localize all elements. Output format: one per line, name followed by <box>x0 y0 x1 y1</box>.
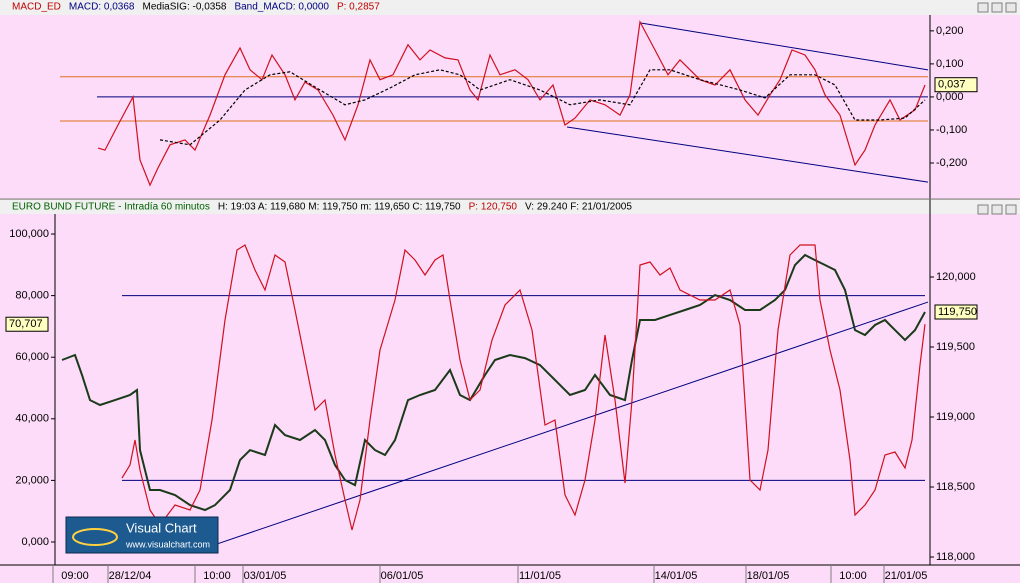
series-line <box>97 19 926 187</box>
window-buttons <box>977 2 1017 215</box>
header-text: MACD: 0,0368 <box>69 2 135 13</box>
value-marker: 119,750 <box>934 304 978 320</box>
marker-label: 70,707 <box>9 318 43 330</box>
header-text: MediaSIG: -0,0358 <box>143 2 227 13</box>
header-text: MACD_ED <box>12 2 61 13</box>
y-tick-label: -0,100 <box>936 124 967 136</box>
x-tick-label: 10:00 <box>839 570 867 582</box>
value-marker: 70,707 <box>5 316 49 332</box>
header-text: V: 29.240 F: 21/01/2005 <box>525 202 632 213</box>
x-tick-label: 11/01/05 <box>519 570 561 582</box>
x-tick-label: 21/01/05 <box>885 570 928 582</box>
y-tick-label: 80,000 <box>15 290 49 302</box>
header-text: EURO BUND FUTURE - Intradía 60 minutos <box>12 202 210 213</box>
series-line <box>121 244 926 531</box>
y2-tick-label: 118,500 <box>936 481 975 493</box>
y-tick-label: 20,000 <box>15 474 49 486</box>
y-tick-label: 60,000 <box>15 351 49 363</box>
y-tick-label: -0,200 <box>936 157 967 169</box>
maximize-button[interactable] <box>991 2 1003 13</box>
header-text: P: 0,2857 <box>337 2 380 13</box>
trend-line <box>639 22 929 71</box>
y-tick-label: 0,000 <box>21 536 49 548</box>
y2-tick-label: 118,000 <box>936 551 975 563</box>
y-tick-label: 0,100 <box>936 58 964 70</box>
x-tick-label: 09:00 <box>61 570 89 582</box>
minimize-button[interactable] <box>977 204 989 215</box>
trend-line <box>566 126 929 183</box>
header-bar <box>0 200 1020 214</box>
marker-label: 119,750 <box>938 306 977 318</box>
x-tick-label: 06/01/05 <box>381 570 424 582</box>
header-text: H: 19:03 A: 119,680 M: 119,750 m: 119,65… <box>218 202 461 213</box>
x-tick-label: 10:00 <box>203 570 231 582</box>
y2-tick-label: 119,500 <box>936 341 975 353</box>
panel-bg <box>0 15 1020 199</box>
y-tick-label: 100,000 <box>9 228 49 240</box>
x-axis-bg <box>0 565 1020 583</box>
header-bar <box>0 0 1020 15</box>
maximize-button[interactable] <box>991 204 1003 215</box>
watermark: Visual Chart www.visualchart.com <box>65 516 219 554</box>
x-tick-label: 03/01/05 <box>244 570 287 582</box>
y2-tick-label: 120,000 <box>936 271 976 283</box>
watermark-title: Visual Chart <box>126 520 197 535</box>
marker-box <box>934 304 978 320</box>
marker-box <box>934 77 978 93</box>
x-tick-label: 28/12/04 <box>109 570 152 582</box>
series-line <box>159 69 926 146</box>
header-text: Band_MACD: 0,0000 <box>234 2 329 13</box>
close-button[interactable] <box>1005 204 1017 215</box>
y-tick-label: 0,000 <box>936 91 964 103</box>
marker-box <box>5 316 49 332</box>
value-marker: 0,037 <box>934 77 978 93</box>
header-text: P: 120,750 <box>469 202 518 213</box>
panel-bg <box>0 214 1020 565</box>
y-tick-label: 40,000 <box>15 413 49 425</box>
watermark-url: www.visualchart.com <box>125 539 210 549</box>
watermark-box <box>65 516 219 554</box>
trend-line <box>204 301 929 549</box>
minimize-button[interactable] <box>977 2 989 13</box>
y-tick-label: 0,200 <box>936 25 964 37</box>
x-tick-label: 18/01/05 <box>747 570 790 582</box>
marker-label: 0,037 <box>938 79 966 91</box>
close-button[interactable] <box>1005 2 1017 13</box>
y2-tick-label: 119,000 <box>936 411 975 423</box>
x-tick-label: 14/01/05 <box>655 570 698 582</box>
watermark-logo <box>72 528 118 546</box>
